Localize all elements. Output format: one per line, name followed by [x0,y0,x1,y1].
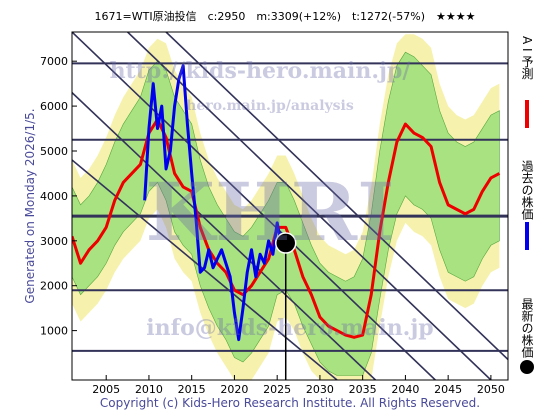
plot [72,32,508,380]
trend-line [72,92,377,380]
side-label: Generated on Monday 2026/1/5. [23,108,37,303]
plot-frame [71,31,509,381]
watermark: hero.main.jp/analysis [186,98,354,114]
watermark: KHRI [145,165,394,259]
series-line [72,118,501,339]
trend-line [127,32,492,380]
x-tick-label: 2030 [306,383,334,396]
x-tick-label: 2025 [263,383,291,396]
watermark: http://kids-hero.main.jp/ [110,58,412,84]
x-tick-label: 2015 [178,383,206,396]
latest-point [274,232,297,254]
x-tick-label: 2020 [220,383,248,396]
band [72,51,500,376]
legend-label: 最新の株価 [520,298,534,358]
watermark: info@kids-hero.main.jp [146,315,433,341]
chart-title: 1671=WTI原油投信 c:2950 m:3309(+12%) t:1272(… [95,9,476,23]
y-tick-label: 7000 [40,55,68,68]
y-tick-label: 3000 [40,235,68,248]
x-tick-label: 2010 [135,383,163,396]
legend-swatch [520,360,534,374]
x-tick-label: 2050 [477,383,505,396]
y-tick-label: 6000 [40,100,68,113]
copyright: Copyright (c) Kids-Hero Research Institu… [100,396,480,410]
x-tick-label: 2040 [391,383,419,396]
x-tick-label: 2045 [434,383,462,396]
trend-line [72,32,436,380]
trend-line [165,32,508,361]
x-tick-label: 2035 [349,383,377,396]
y-tick-label: 5000 [40,145,68,158]
y-tick-label: 1000 [40,325,68,338]
y-tick-label: 2000 [40,280,68,293]
y-tick-label: 4000 [40,190,68,203]
x-tick-label: 2005 [92,383,120,396]
legend-label: 過去の株価 [520,160,534,220]
series-line [143,64,287,342]
legend-label: A I 予測 [520,36,534,80]
